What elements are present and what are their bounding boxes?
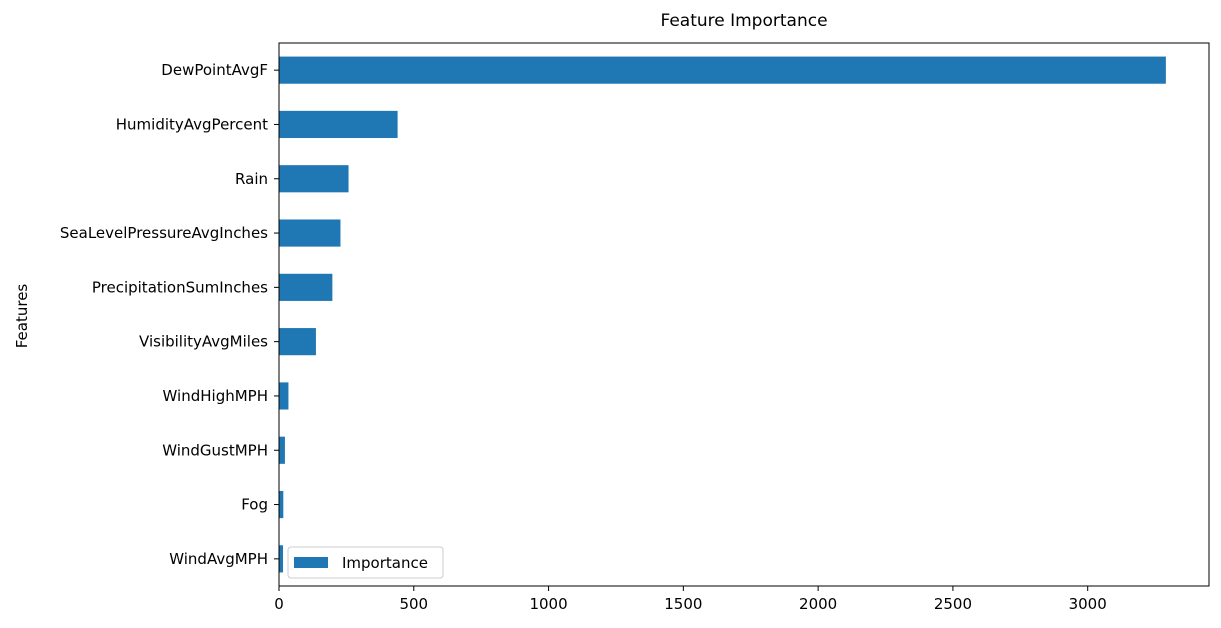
- x-tick-label: 2500: [934, 595, 972, 613]
- plot-frame: [278, 42, 1210, 587]
- y-ticks-group: DewPointAvgF HumidityAvgPercent Rain SeaLev…: [60, 61, 279, 568]
- legend-label: Importance: [342, 554, 428, 572]
- bar-SeaLevelPressureAvgInches: [279, 219, 341, 247]
- bar-WindHighMPH: [279, 382, 289, 410]
- y-tick-label: SeaLevelPressureAvgInches: [60, 224, 268, 242]
- y-tick-label: WindAvgMPH: [169, 550, 268, 568]
- bar-Fog: [279, 490, 284, 519]
- y-tick-label: WindGustMPH: [162, 441, 268, 459]
- bar-DewPointAvgF: [279, 56, 1166, 84]
- y-tick-label: Rain: [235, 170, 268, 188]
- x-tick-label: 2000: [799, 595, 837, 613]
- x-tick-label: 3000: [1069, 595, 1107, 613]
- x-tick-label: 1000: [529, 595, 567, 613]
- bar-VisibilityAvgMiles: [279, 328, 316, 356]
- x-tick-label: 1500: [664, 595, 702, 613]
- bar-HumidityAvgPercent: [279, 110, 398, 139]
- y-tick-label: VisibilityAvgMiles: [139, 333, 268, 351]
- bar-WindGustMPH: [279, 436, 285, 464]
- chart-title: Feature Importance: [660, 11, 827, 31]
- y-axis-label: Features: [13, 284, 31, 349]
- bar-Rain: [279, 165, 349, 193]
- y-tick-label: WindHighMPH: [163, 387, 268, 405]
- y-tick-label: Fog: [241, 496, 268, 514]
- legend-swatch: [294, 557, 328, 568]
- y-tick-label: DewPointAvgF: [161, 61, 268, 79]
- bar-PrecipitationSumInches: [279, 273, 333, 301]
- bar-WindAvgMPH: [279, 545, 284, 573]
- x-tick-label: 500: [399, 595, 428, 613]
- x-tick-label: 0: [274, 595, 284, 613]
- y-tick-label: HumidityAvgPercent: [116, 115, 268, 133]
- x-ticks-group: 0 500 1000 1500 2000 2500 3000: [274, 586, 1107, 613]
- y-tick-label: PrecipitationSumInches: [92, 278, 268, 296]
- legend: Importance: [287, 546, 444, 579]
- legend-box: [287, 546, 444, 579]
- bars-group: [279, 56, 1166, 573]
